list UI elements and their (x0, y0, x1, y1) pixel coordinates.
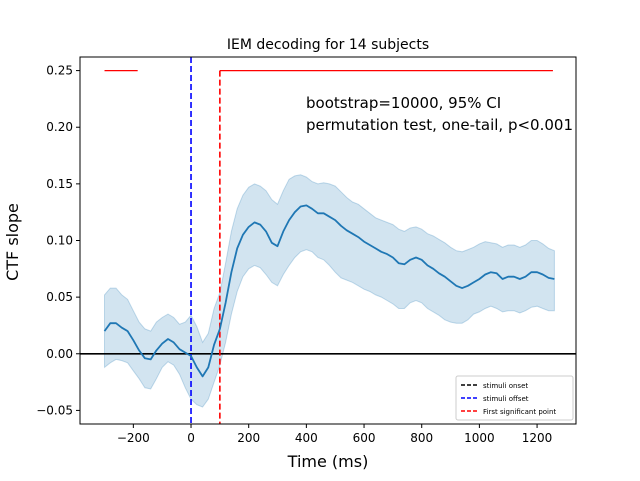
y-tick-label: 0.10 (46, 234, 73, 248)
confidence-band (104, 174, 555, 408)
axes: −200 0 200 400 600 800 1000 1200 −0.05 0.00 0.05 0.… (36, 56, 577, 445)
x-tick-label: 200 (237, 431, 260, 445)
y-tick-label: 0.00 (46, 347, 73, 361)
mean-series-line (103, 204, 555, 378)
y-axis-label: CTF slope (3, 203, 22, 281)
annotation-permutation-test: permutation test, one-tail, p<0.001 (306, 116, 573, 134)
x-tick-label: 800 (410, 431, 433, 445)
plot-area (80, 57, 576, 424)
x-tick-label: 400 (295, 431, 318, 445)
legend-label: First significant point (483, 408, 556, 416)
y-tick-label: −0.05 (36, 403, 73, 417)
legend-label: stimuli offset (483, 395, 529, 403)
chart-title: IEM decoding for 14 subjects (227, 37, 429, 53)
x-tick-label: 1000 (464, 431, 495, 445)
y-tick-label: 0.05 (46, 290, 73, 304)
x-tick-label: 0 (187, 431, 195, 445)
y-tick-label: 0.20 (46, 120, 73, 134)
legend: stimuli onset stimuli offset First signifi… (455, 375, 574, 421)
x-tick-label: 1200 (522, 431, 553, 445)
legend-label: stimuli onset (483, 382, 528, 390)
legend-box (455, 375, 574, 421)
annotation-bootstrap: bootstrap=10000, 95% CI (306, 94, 501, 112)
x-axis-label: Time (ms) (287, 452, 369, 471)
x-tick-label: 600 (353, 431, 376, 445)
x-tick-label: −200 (117, 431, 150, 445)
y-tick-label: 0.15 (46, 177, 73, 191)
y-tick-label: 0.25 (46, 64, 73, 78)
